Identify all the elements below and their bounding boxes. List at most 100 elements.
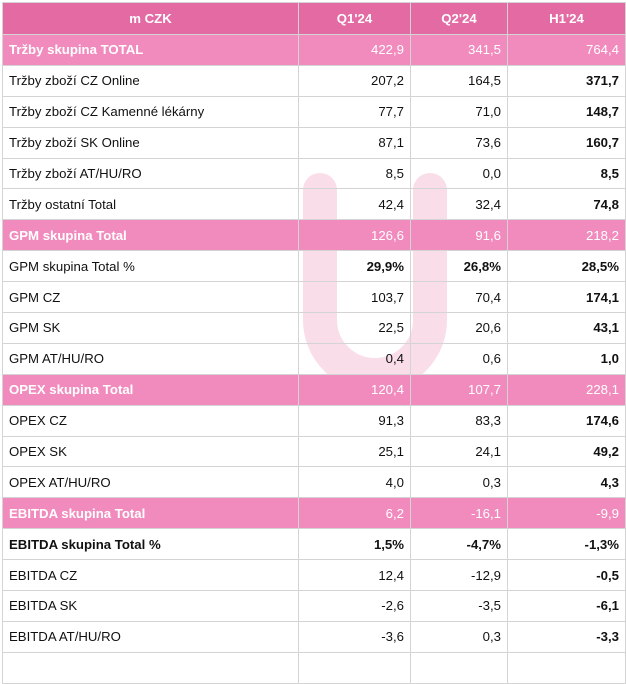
cell-h1: -9,9 [507, 497, 626, 530]
cell-q1: 22,5 [298, 312, 411, 344]
table-row: Tržby skupina TOTAL 422,9 341,5 764,4 [2, 34, 626, 66]
table-row: GPM CZ 103,7 70,4 174,1 [2, 281, 626, 314]
row-label: Tržby zboží AT/HU/RO [2, 157, 299, 190]
cell-q1: 29,9% [298, 250, 411, 283]
cell-h1: 174,1 [507, 281, 626, 314]
row-label: OPEX skupina Total [2, 373, 299, 406]
cell-h1: 74,8 [507, 188, 626, 221]
cell-q2: 83,3 [410, 404, 508, 437]
cell-h1: 43,1 [507, 312, 626, 344]
table-row: EBITDA skupina Total % 1,5% -4,7% -1,3% [2, 528, 626, 561]
cell-q2: 0,6 [410, 342, 508, 375]
header-row: m CZK Q1'24 Q2'24 H1'24 [2, 2, 626, 35]
table-row: EBITDA AT/HU/RO -3,6 0,3 -3,3 [2, 620, 626, 653]
cell-q1: 8,5 [298, 157, 411, 190]
cell-q2: 91,6 [410, 219, 508, 252]
cell-q2: 24,1 [410, 435, 508, 468]
table-row: EBITDA CZ 12,4 -12,9 -0,5 [2, 559, 626, 592]
table-row: EBITDA SK -2,6 -3,5 -6,1 [2, 590, 626, 622]
table-row: Tržby zboží CZ Online 207,2 164,5 371,7 [2, 64, 626, 97]
cell-q1 [298, 651, 411, 684]
cell-q2: 32,4 [410, 188, 508, 221]
row-label: EBITDA skupina Total [2, 497, 299, 530]
cell-q2: -4,7% [410, 528, 508, 561]
cell-q2: 107,7 [410, 373, 508, 406]
cell-q2: -12,9 [410, 559, 508, 592]
table-row: OPEX CZ 91,3 83,3 174,6 [2, 404, 626, 437]
cell-q1: -3,6 [298, 620, 411, 653]
row-label [2, 651, 299, 684]
cell-q2: -3,5 [410, 590, 508, 622]
header-h1: H1'24 [507, 2, 626, 35]
cell-q2: -16,1 [410, 497, 508, 530]
cell-q2: 20,6 [410, 312, 508, 344]
cell-q2: 164,5 [410, 64, 508, 97]
table-row: GPM skupina Total 126,6 91,6 218,2 [2, 219, 626, 252]
table-row [2, 651, 626, 684]
cell-q2: 0,3 [410, 466, 508, 499]
cell-h1: 148,7 [507, 95, 626, 128]
cell-q2: 73,6 [410, 126, 508, 159]
cell-q2: 341,5 [410, 34, 508, 66]
cell-q1: 42,4 [298, 188, 411, 221]
cell-q1: 77,7 [298, 95, 411, 128]
row-label: EBITDA skupina Total % [2, 528, 299, 561]
cell-h1: 28,5% [507, 250, 626, 283]
cell-q1: 126,6 [298, 219, 411, 252]
row-label: GPM skupina Total [2, 219, 299, 252]
cell-q2: 26,8% [410, 250, 508, 283]
cell-h1: 49,2 [507, 435, 626, 468]
cell-h1: 1,0 [507, 342, 626, 375]
cell-h1: -3,3 [507, 620, 626, 653]
cell-h1 [507, 651, 626, 684]
row-label: GPM CZ [2, 281, 299, 314]
table-row: Tržby zboží AT/HU/RO 8,5 0,0 8,5 [2, 157, 626, 190]
row-label: Tržby zboží CZ Online [2, 64, 299, 97]
row-label: Tržby skupina TOTAL [2, 34, 299, 66]
cell-q1: 1,5% [298, 528, 411, 561]
cell-h1: 8,5 [507, 157, 626, 190]
row-label: GPM SK [2, 312, 299, 344]
cell-q1: 87,1 [298, 126, 411, 159]
cell-q1: -2,6 [298, 590, 411, 622]
cell-q2: 70,4 [410, 281, 508, 314]
cell-q1: 207,2 [298, 64, 411, 97]
cell-q2: 71,0 [410, 95, 508, 128]
table-row: OPEX AT/HU/RO 4,0 0,3 4,3 [2, 466, 626, 499]
row-label: GPM AT/HU/RO [2, 342, 299, 375]
row-label: Tržby zboží CZ Kamenné lékárny [2, 95, 299, 128]
cell-q2: 0,3 [410, 620, 508, 653]
cell-q1: 25,1 [298, 435, 411, 468]
cell-h1: -1,3% [507, 528, 626, 561]
table-row: Tržby ostatní Total 42,4 32,4 74,8 [2, 188, 626, 221]
row-label: GPM skupina Total % [2, 250, 299, 283]
cell-h1: 160,7 [507, 126, 626, 159]
header-label: m CZK [2, 2, 299, 35]
row-label: OPEX CZ [2, 404, 299, 437]
cell-q1: 6,2 [298, 497, 411, 530]
cell-h1: 371,7 [507, 64, 626, 97]
table-row: Tržby zboží CZ Kamenné lékárny 77,7 71,0 14… [2, 95, 626, 128]
row-label: EBITDA AT/HU/RO [2, 620, 299, 653]
cell-h1: 218,2 [507, 219, 626, 252]
cell-q1: 0,4 [298, 342, 411, 375]
table-row: OPEX skupina Total 120,4 107,7 228,1 [2, 373, 626, 406]
cell-q2 [410, 651, 508, 684]
table-row: GPM skupina Total % 29,9% 26,8% 28,5% [2, 250, 626, 283]
row-label: OPEX SK [2, 435, 299, 468]
cell-q1: 120,4 [298, 373, 411, 406]
cell-q1: 12,4 [298, 559, 411, 592]
cell-h1: 764,4 [507, 34, 626, 66]
row-label: Tržby ostatní Total [2, 188, 299, 221]
row-label: EBITDA SK [2, 590, 299, 622]
row-label: EBITDA CZ [2, 559, 299, 592]
cell-q1: 91,3 [298, 404, 411, 437]
row-label: Tržby zboží SK Online [2, 126, 299, 159]
cell-h1: 174,6 [507, 404, 626, 437]
cell-h1: -0,5 [507, 559, 626, 592]
header-q2: Q2'24 [410, 2, 508, 35]
header-q1: Q1'24 [298, 2, 411, 35]
table-row: GPM AT/HU/RO 0,4 0,6 1,0 [2, 342, 626, 375]
row-label: OPEX AT/HU/RO [2, 466, 299, 499]
cell-h1: 228,1 [507, 373, 626, 406]
